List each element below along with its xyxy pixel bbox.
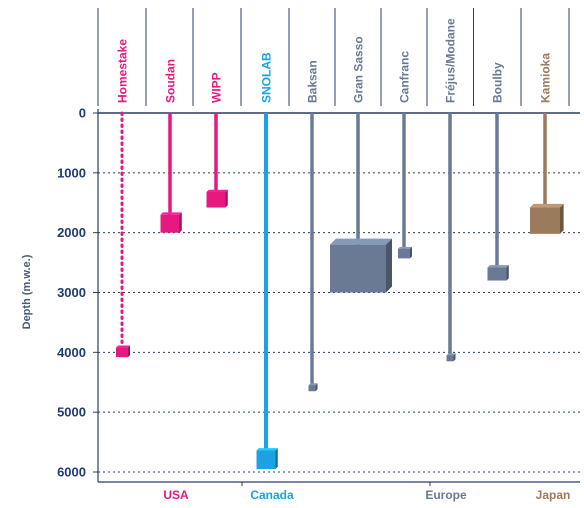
lab-box-top	[398, 246, 412, 249]
lab-box	[160, 214, 180, 233]
lab-box-side	[315, 383, 318, 392]
lab-markers	[116, 111, 564, 470]
region-label: Japan	[536, 488, 571, 502]
lab-box	[330, 244, 386, 293]
lab-label: Boulby	[491, 62, 505, 103]
y-tick-label: 4000	[57, 345, 86, 360]
grid-lines	[98, 112, 580, 473]
y-tick-label: 3000	[57, 285, 86, 300]
lab-marker	[160, 113, 182, 233]
lab-box-top	[256, 448, 278, 451]
region-label: USA	[163, 488, 189, 502]
lab-box	[206, 191, 226, 208]
lab-box	[487, 267, 507, 281]
lab-label: WIPP	[210, 72, 224, 103]
region-label: Canada	[250, 488, 294, 502]
lab-box-top	[308, 383, 318, 386]
lab-box	[256, 450, 276, 470]
region-label: Europe	[425, 488, 467, 502]
lab-box	[530, 207, 560, 234]
lab-box-top	[530, 203, 564, 208]
lab-label: Baksan	[306, 60, 320, 103]
lab-box	[398, 248, 410, 259]
lab-marker	[308, 113, 318, 392]
lab-label: Homestake	[116, 39, 130, 103]
y-tick-label: 1000	[57, 165, 86, 180]
lab-marker	[446, 113, 456, 362]
lab-box-side	[275, 448, 278, 470]
lab-box-side	[506, 265, 509, 281]
lab-box	[446, 355, 454, 362]
lab-box-side	[128, 345, 130, 358]
lab-box-side	[560, 203, 564, 234]
lab-label: SNOLAB	[260, 52, 274, 103]
lab-label: Canfranc	[398, 51, 412, 103]
lab-box-side	[386, 238, 392, 293]
lab-box-top	[160, 212, 182, 215]
lab-box-top	[446, 353, 456, 356]
y-tick-label: 0	[79, 106, 86, 121]
lab-label: Soudan	[164, 59, 178, 103]
lab-marker	[330, 113, 392, 293]
lab-marker	[116, 111, 130, 358]
lab-box-top	[116, 345, 130, 348]
lab-box-top	[487, 265, 509, 268]
lab-labels: Homestake Soudan WIPP SNOLAB Baksan Gran Sass…	[116, 18, 553, 103]
lab-box	[308, 385, 316, 392]
lab-box-top	[330, 238, 392, 245]
axes	[93, 8, 580, 486]
lab-marker	[530, 113, 564, 234]
y-axis-title: Depth (m.w.e.)	[21, 254, 33, 329]
lab-box-side	[179, 212, 182, 233]
lab-box	[116, 347, 128, 358]
lab-marker	[398, 113, 412, 259]
lab-label: Fréjus/Modane	[444, 18, 458, 103]
region-labels: USA Canada Europe Japan	[163, 488, 570, 502]
y-tick-label: 2000	[57, 225, 86, 240]
y-tick-label: 5000	[57, 405, 86, 420]
lab-label: Kamioka	[539, 53, 553, 103]
lab-label: Gran Sasso	[352, 36, 366, 103]
lab-box-side	[410, 246, 412, 259]
lab-marker	[206, 113, 228, 208]
lab-box-top	[206, 189, 228, 192]
lab-box-side	[225, 189, 228, 208]
y-tick-labels: 0 1000 2000 3000 4000 5000 6000	[57, 106, 86, 480]
lab-marker	[256, 113, 278, 470]
lab-marker	[487, 113, 509, 281]
lab-box-side	[453, 353, 456, 362]
y-tick-label: 6000	[57, 465, 86, 480]
